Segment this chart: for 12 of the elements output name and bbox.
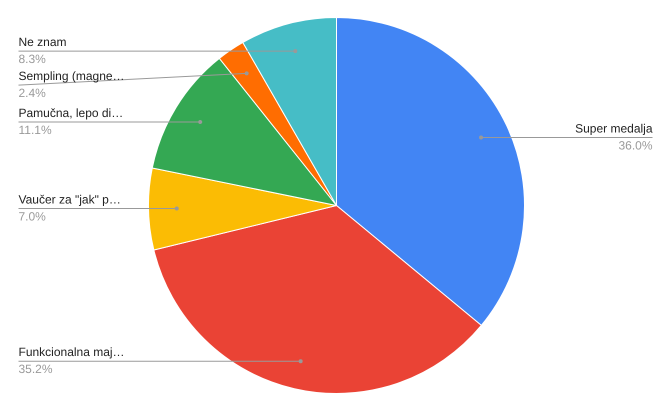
data-label: 7.0% — [18, 210, 46, 224]
data-label: 36.0% — [618, 138, 653, 152]
data-label: 8.3% — [18, 52, 46, 66]
data-label: 11.1% — [18, 123, 52, 138]
slice-label: Sempling (magne… — [18, 69, 125, 84]
data-label: 35.2% — [18, 362, 53, 376]
slice-label: Super medalja — [575, 121, 653, 136]
data-label: 2.4% — [18, 86, 46, 100]
slice-label: Pamučna, lepo di… — [18, 106, 124, 120]
slice-label: Funkcionalna maj… — [18, 345, 125, 360]
slice-label: Ne znam — [18, 35, 67, 50]
slice-label: Vaučer za "jak" p… — [18, 192, 121, 207]
